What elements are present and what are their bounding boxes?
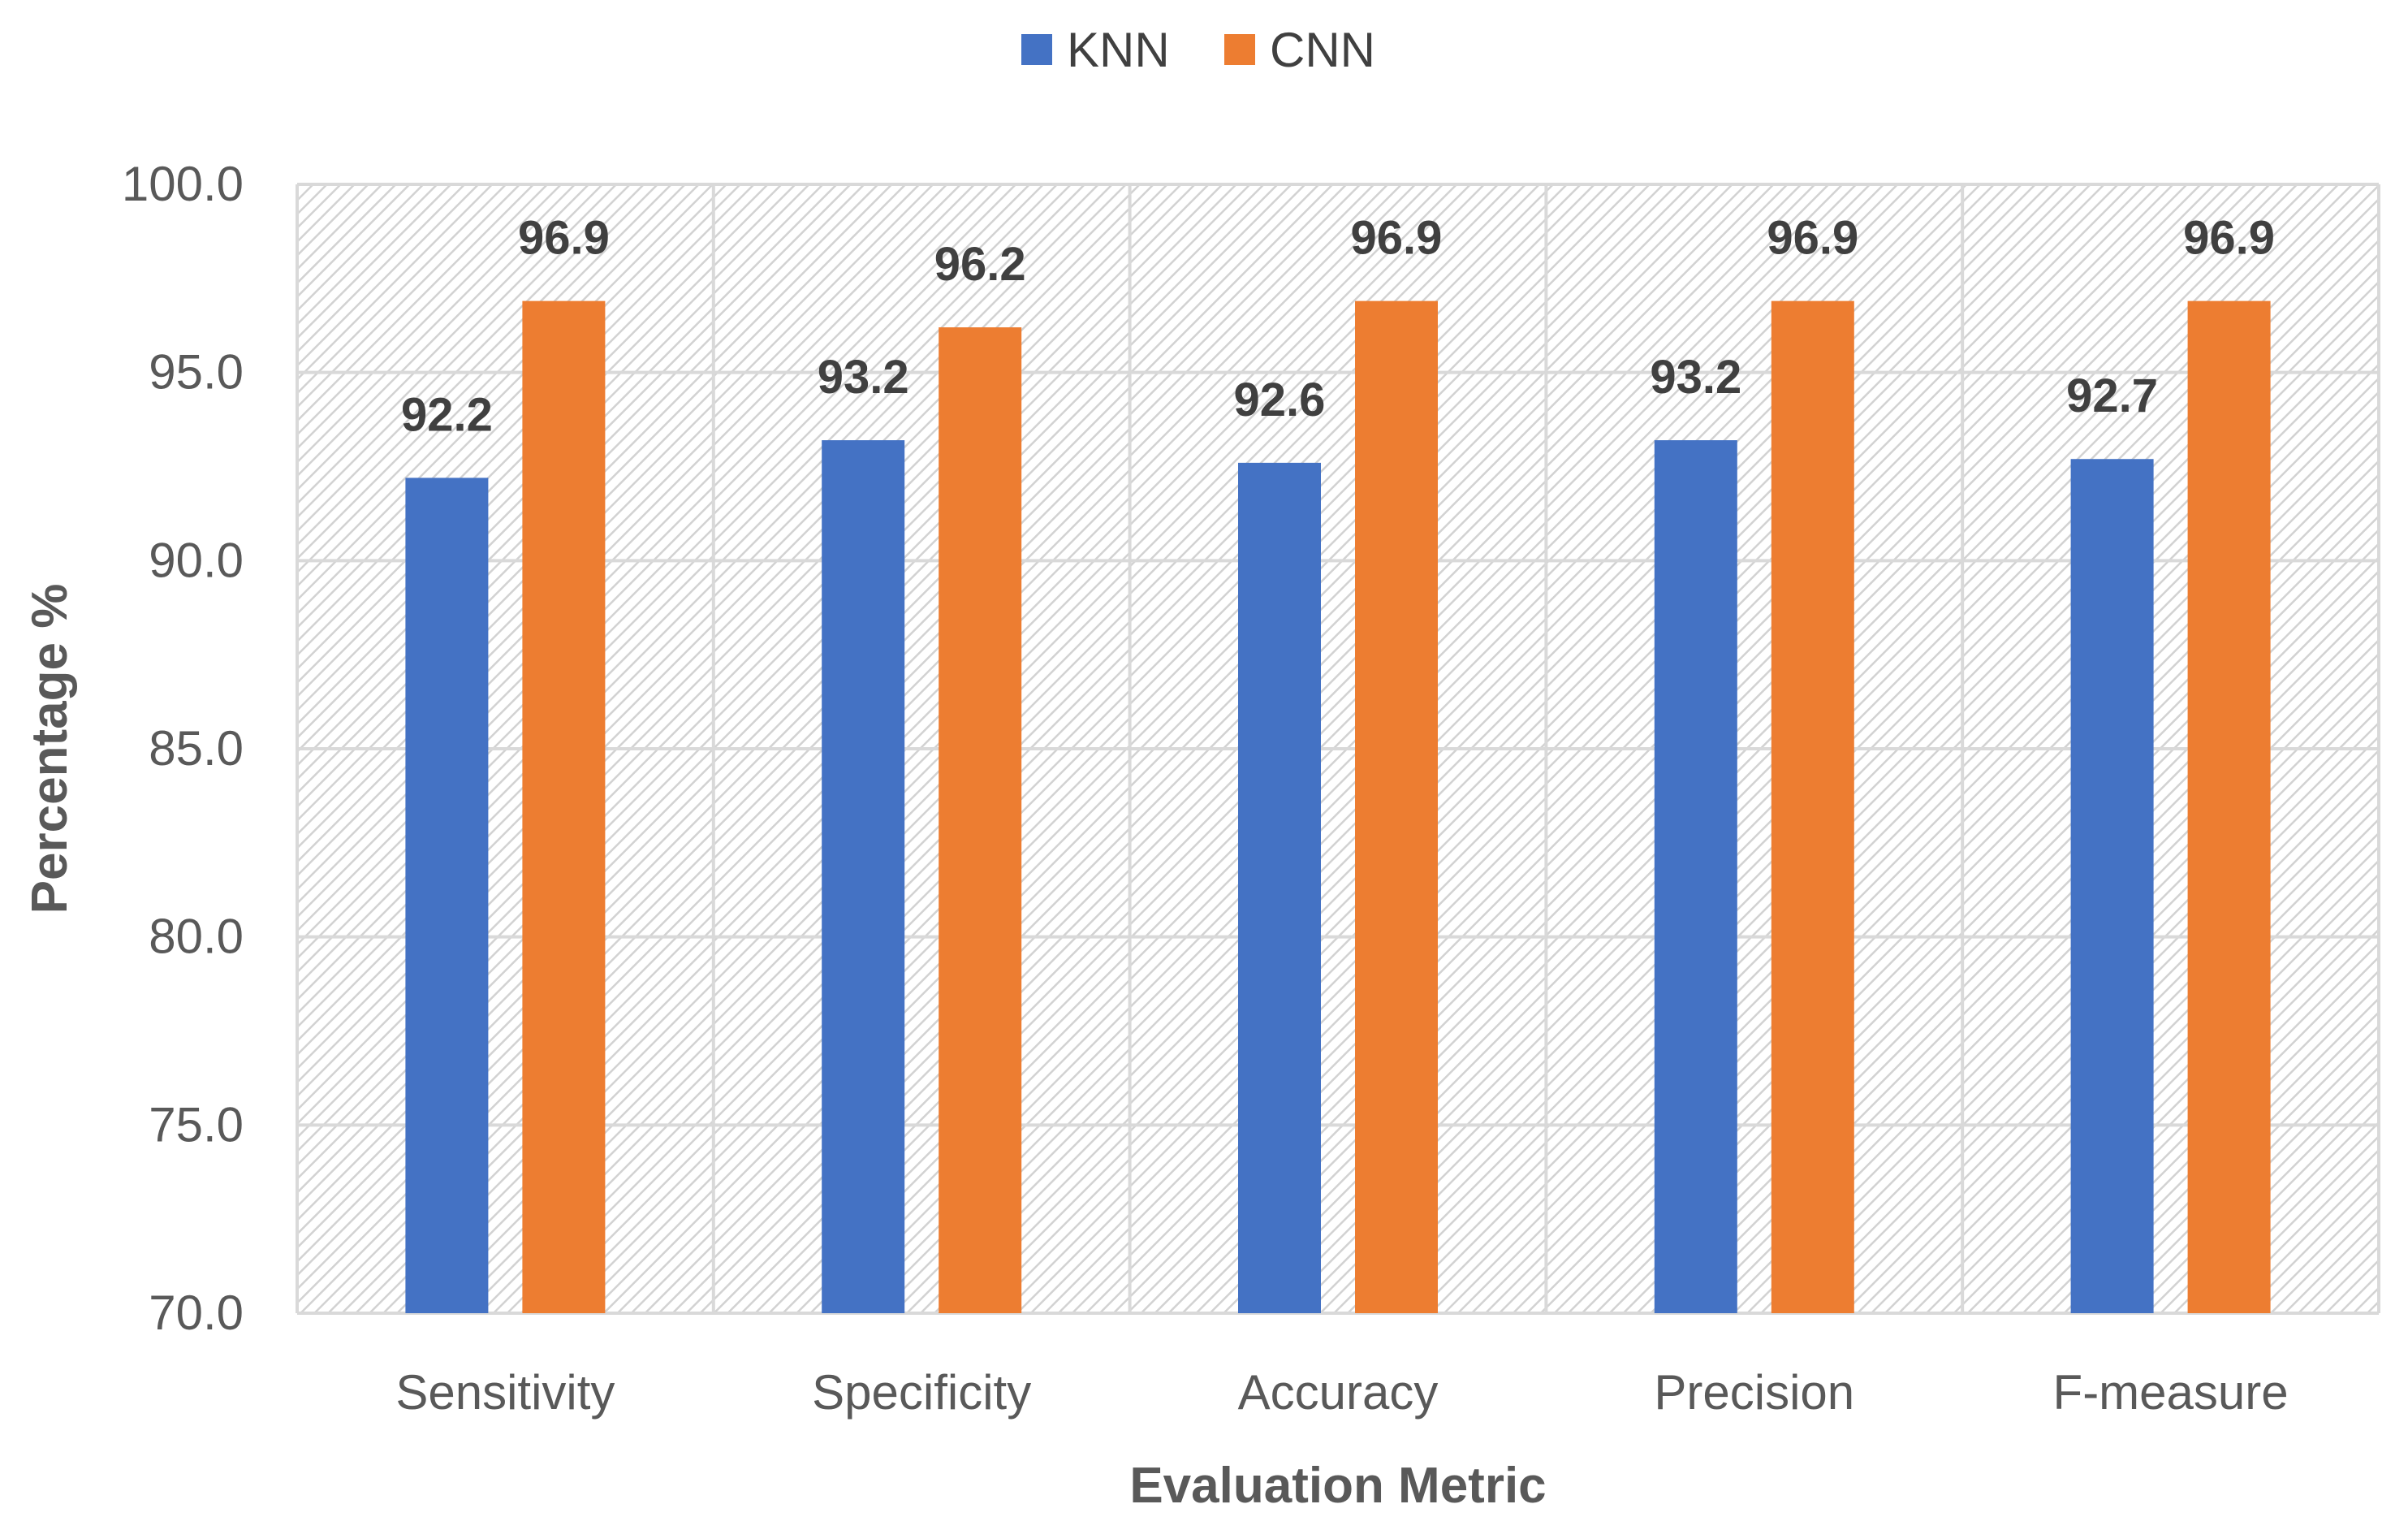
x-tick-label: Sensitivity	[395, 1365, 615, 1420]
data-label-knn: 93.2	[818, 351, 909, 404]
x-axis-tick-labels: Sensitivity Specificity Accuracy Precision F…	[395, 1365, 2288, 1420]
y-tick-label: 85.0	[149, 721, 244, 776]
data-labels: 92.2 93.2 92.6 93.2 92.7 96.9 96.2 96.9 96.9 96.9	[401, 212, 2275, 442]
legend-label-cnn: CNN	[1270, 23, 1375, 77]
data-label-knn: 92.6	[1234, 374, 1326, 426]
legend-swatch-knn	[1021, 34, 1052, 65]
bar-knn-f-measure	[2070, 459, 2154, 1313]
y-tick-label: 80.0	[149, 910, 244, 964]
data-label-knn: 93.2	[1650, 351, 1741, 404]
y-axis-tick-labels: 70.0 75.0 80.0 85.0 90.0 95.0 100.0	[122, 157, 244, 1340]
data-label-cnn: 96.9	[2183, 212, 2275, 265]
bar-cnn-accuracy	[1355, 300, 1438, 1314]
y-tick-label: 75.0	[149, 1097, 244, 1152]
bar-cnn-sensitivity	[522, 300, 606, 1314]
bar-knn-precision	[1654, 440, 1737, 1313]
data-label-cnn: 96.9	[1351, 212, 1443, 265]
x-tick-label: F-measure	[2053, 1365, 2289, 1420]
x-axis-title: Evaluation Metric	[1129, 1458, 1546, 1514]
data-label-knn: 92.2	[401, 388, 493, 441]
data-label-cnn: 96.2	[934, 238, 1026, 291]
bar-knn-sensitivity	[405, 478, 489, 1313]
y-tick-label: 95.0	[149, 345, 244, 400]
gridlines	[296, 183, 2380, 1315]
data-label-cnn: 96.9	[518, 212, 610, 265]
legend: KNN CNN	[1021, 23, 1375, 77]
legend-swatch-cnn	[1224, 34, 1255, 65]
y-tick-label: 100.0	[122, 157, 244, 211]
x-tick-label: Specificity	[812, 1365, 1031, 1420]
x-tick-label: Accuracy	[1238, 1365, 1439, 1420]
x-tick-label: Precision	[1654, 1365, 1854, 1420]
data-label-knn: 92.7	[2066, 370, 2158, 422]
bar-cnn-specificity	[939, 327, 1022, 1314]
bar-cnn-f-measure	[2187, 300, 2271, 1314]
bar-knn-accuracy	[1238, 462, 1321, 1313]
bar-cnn-precision	[1771, 300, 1854, 1314]
y-axis-title: Percentage %	[22, 584, 78, 914]
data-label-cnn: 96.9	[1767, 212, 1858, 265]
bars	[405, 300, 2271, 1314]
y-tick-label: 70.0	[149, 1286, 244, 1340]
y-tick-label: 90.0	[149, 533, 244, 587]
bar-knn-specificity	[822, 440, 905, 1313]
legend-label-knn: KNN	[1067, 23, 1170, 77]
